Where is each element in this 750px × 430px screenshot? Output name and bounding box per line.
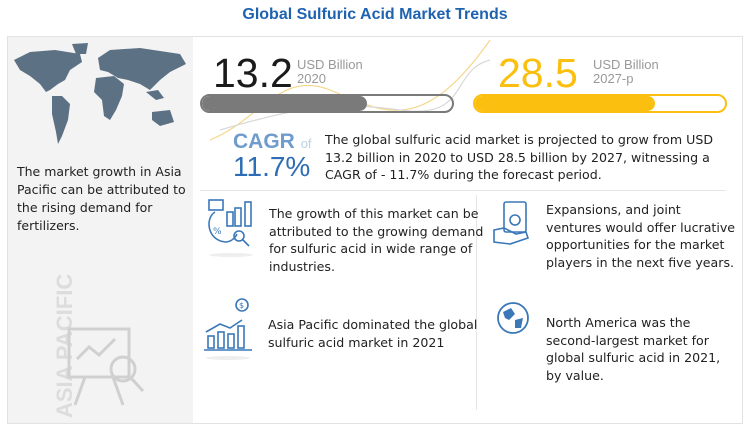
left-panel [8,37,193,423]
svg-text:$: $ [239,301,244,310]
cagr-of: of [300,136,312,151]
card-growth-text: The growth of this market can be attribu… [269,206,484,274]
market-2020-bar-fill [202,96,367,111]
market-2020-value: 13.2 [213,50,293,96]
card-asia-pacific-text: Asia Pacific dominated the global sulfur… [268,317,478,350]
card-expansions-text: Expansions, and joint ventures would off… [546,202,736,270]
divider-vertical [476,195,477,410]
market-2020-year: 2020 [297,71,326,86]
page-title: Global Sulfuric Acid Market Trends [242,6,508,23]
world-map-icon [14,43,186,144]
market-2020-bar [200,94,454,113]
market-2027-year: 2027-p [593,71,634,86]
market-2027-value: 28.5 [498,50,578,96]
analysis-board-icon [67,327,145,406]
cagr-value: 11.7% [233,151,311,182]
card-north-america-text: North America was the second-largest mar… [546,315,721,383]
analytics-icon: % [208,199,253,257]
cagr-description: The global sulfuric acid market is proje… [325,132,714,182]
svg-text:%: % [213,227,222,237]
market-2020-unit: USD Billion [297,57,363,72]
globe-icon [497,302,529,334]
cagr-label: CAGR of [233,130,312,154]
left-panel-text: The market growth in Asia Pacific can be… [17,164,186,233]
cagr-label-text: CAGR [233,130,295,153]
market-2027-bar-fill [475,96,655,111]
infographic-frame [7,36,743,424]
market-2027-unit: USD Billion [593,57,659,72]
cash-hand-icon [493,201,530,245]
market-2027-bar [473,94,727,113]
money-growth-chart-icon: $ [204,298,252,360]
divider [200,190,726,191]
